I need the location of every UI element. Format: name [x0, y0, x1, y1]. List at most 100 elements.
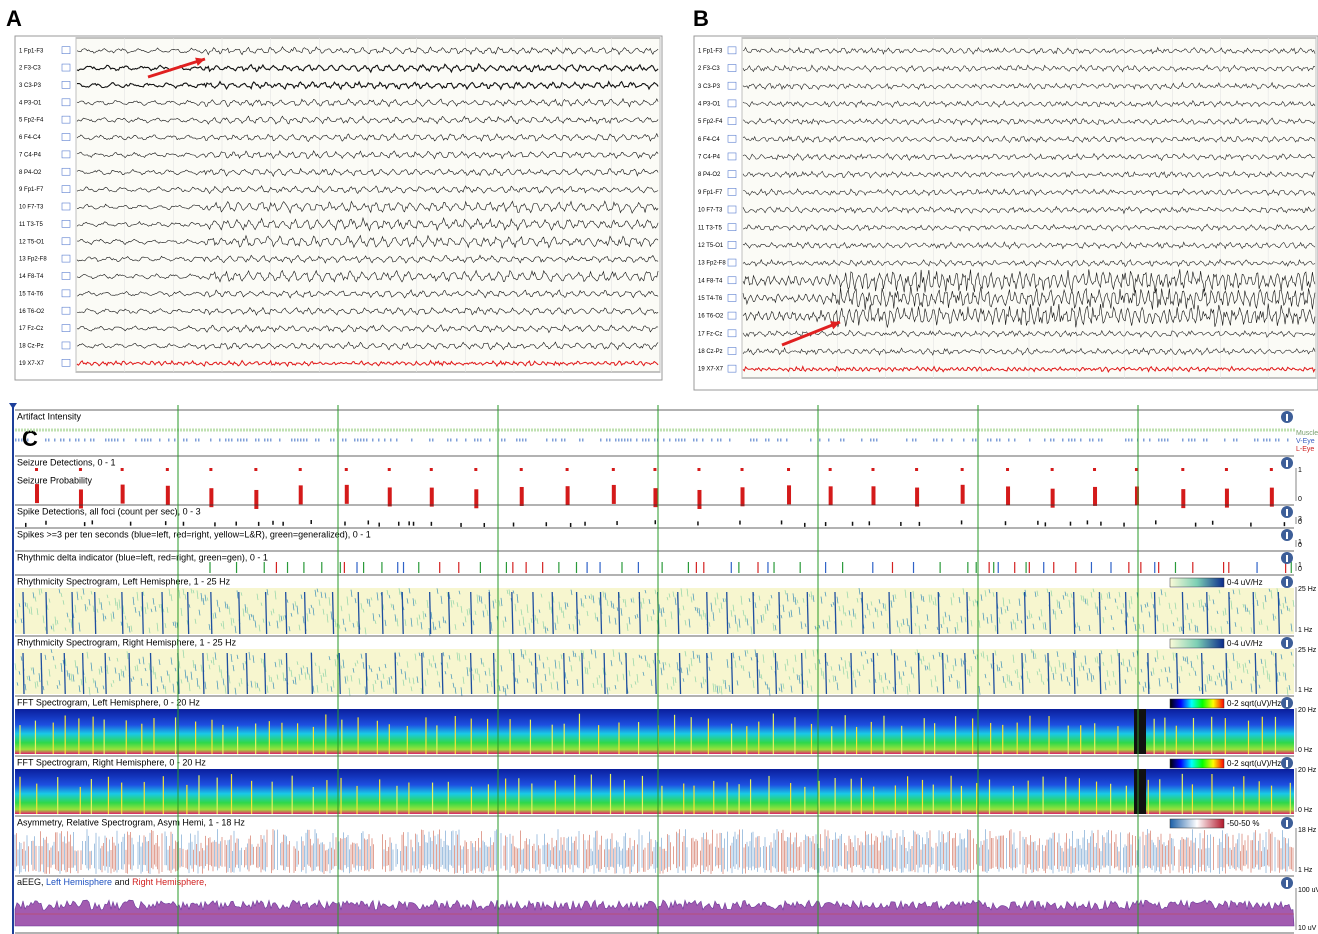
rhythm-stroke	[972, 649, 975, 655]
rhythm-stroke	[370, 668, 373, 673]
rhythm-stroke	[946, 654, 949, 663]
rhythm-stroke	[1008, 599, 1011, 604]
seizure-probability	[1050, 488, 1055, 508]
rhythm-stroke	[164, 685, 167, 694]
rhythm-burst	[1048, 591, 1051, 635]
rhythm-stroke	[950, 674, 953, 679]
rhythm-stroke	[872, 621, 875, 629]
eeg-trace	[742, 100, 1316, 109]
rhythm-stroke	[518, 619, 521, 627]
gain-box	[61, 306, 71, 315]
rhythm-stroke	[568, 656, 571, 662]
spike-count	[272, 520, 274, 525]
rhythm-stroke	[142, 591, 145, 596]
info-icon-glyph	[1286, 555, 1288, 562]
rhythm-stroke	[812, 649, 815, 657]
channel-label: 7 C4-P4	[19, 152, 42, 158]
channel-label: 3 C3-P3	[698, 84, 721, 90]
rhythm-stroke	[402, 679, 405, 686]
rhythm-stroke	[894, 594, 897, 600]
rhythm-stroke	[386, 589, 389, 595]
rhythm-stroke	[844, 612, 847, 617]
rhythm-stroke	[490, 621, 493, 631]
rhythm-stroke	[684, 651, 687, 657]
rhythm-stroke	[272, 608, 275, 614]
rhythm-stroke	[618, 652, 621, 662]
rhythm-stroke	[734, 614, 737, 624]
rhythm-stroke	[892, 686, 895, 692]
rhythm-stroke	[982, 612, 985, 621]
rhythm-stroke	[370, 597, 373, 601]
rhythm-stroke	[358, 678, 361, 685]
rhythm-stroke	[600, 683, 603, 688]
rhythm-stroke	[1012, 654, 1015, 664]
side-label: 1	[1298, 539, 1302, 546]
rhythm-stroke	[908, 683, 911, 692]
rhythm-stroke	[136, 664, 139, 672]
rhythm-stroke	[446, 662, 449, 669]
rhythm-stroke	[966, 668, 969, 675]
rhythm-stroke	[300, 594, 303, 599]
rhythm-stroke	[964, 617, 967, 623]
rhythm-stroke	[1076, 677, 1079, 687]
rhythm-stroke	[1010, 621, 1013, 631]
seizure-detection	[960, 468, 964, 471]
rhythm-stroke	[460, 687, 463, 697]
seizure-detection	[787, 468, 791, 471]
rhythm-stroke	[1026, 671, 1029, 680]
rhythm-stroke	[848, 610, 851, 616]
rhythm-stroke	[924, 624, 927, 629]
rhythm-stroke	[168, 674, 171, 683]
rhythm-stroke	[1032, 623, 1035, 630]
rhythm-stroke	[1240, 679, 1243, 684]
rhythm-stroke	[1250, 627, 1253, 633]
rhythm-stroke	[716, 685, 719, 694]
rhythm-stroke	[822, 619, 825, 627]
rhythm-stroke	[1210, 625, 1213, 631]
side-label: 0	[1298, 566, 1302, 573]
rhythm-stroke	[68, 673, 71, 681]
rhythm-stroke	[1044, 654, 1047, 663]
rhythm-stroke	[1132, 616, 1135, 623]
rhythm-stroke	[294, 601, 297, 607]
rhythm-stroke	[424, 679, 427, 687]
rhythm-stroke	[1132, 652, 1135, 658]
rhythm-stroke	[524, 627, 527, 635]
rhythm-stroke	[926, 665, 929, 670]
rhythm-stroke	[428, 627, 431, 637]
eeg-trace	[742, 329, 1316, 338]
rhythm-stroke	[1194, 670, 1197, 676]
rhythm-stroke	[620, 661, 623, 665]
rhythm-burst	[581, 652, 584, 695]
fft-gap	[1134, 709, 1146, 754]
rhythm-stroke	[58, 589, 61, 594]
rhythm-stroke	[276, 674, 279, 680]
rhythm-stroke	[1020, 620, 1023, 624]
rhythm-stroke	[746, 649, 749, 654]
rhythm-stroke	[1062, 595, 1065, 600]
rhythm-stroke	[148, 662, 151, 671]
rhythm-stroke	[74, 604, 77, 613]
rhythm-stroke	[458, 590, 461, 595]
rhythm-stroke	[292, 603, 295, 611]
color-scale	[1169, 818, 1225, 829]
rhythm-stroke	[416, 617, 419, 626]
eeg-trace	[76, 132, 659, 143]
rhythm-stroke	[808, 668, 811, 674]
rhythm-stroke	[18, 671, 21, 675]
rhythm-stroke	[1246, 669, 1249, 675]
seizure-detection	[1093, 468, 1097, 471]
seizure-detection	[1134, 468, 1138, 471]
rhythm-stroke	[38, 673, 41, 683]
rhythm-stroke	[886, 623, 889, 629]
spike-count	[1250, 522, 1252, 527]
rhythm-stroke	[558, 660, 561, 670]
panel-label: C	[22, 426, 38, 451]
rhythm-stroke	[1166, 624, 1169, 632]
rhythm-burst	[187, 591, 190, 635]
rhythm-stroke	[1218, 672, 1221, 678]
gain-box	[727, 117, 737, 125]
rhythm-stroke	[1270, 650, 1273, 655]
rhythm-stroke	[278, 658, 281, 668]
rhythm-stroke	[542, 621, 545, 630]
